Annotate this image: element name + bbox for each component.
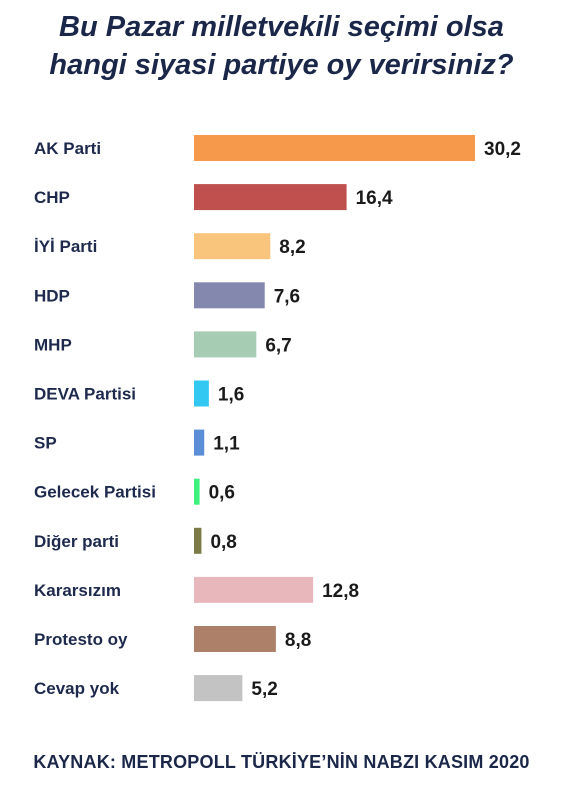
value-label: 0,6	[209, 483, 235, 504]
chart-title: Bu Pazar milletvekili seçimi olsa hangi …	[0, 8, 563, 84]
bar	[194, 527, 202, 554]
bar	[194, 331, 257, 358]
value-label: 30,2	[484, 139, 521, 160]
value-label: 16,4	[356, 188, 393, 209]
category-label: HDP	[34, 286, 70, 305]
bar	[194, 675, 243, 702]
value-label: 5,2	[251, 679, 277, 700]
category-label: Protesto oy	[34, 630, 128, 649]
title-line-2: hangi siyasi partiye oy verirsiniz?	[49, 49, 514, 81]
value-label: 0,8	[210, 532, 236, 553]
value-label: 1,6	[218, 385, 244, 406]
category-label: Diğer parti	[34, 532, 119, 551]
value-label: 8,2	[279, 237, 305, 258]
bar	[194, 233, 271, 260]
bar	[194, 380, 209, 407]
value-label: 6,7	[265, 335, 291, 356]
bar	[194, 478, 200, 505]
category-label: DEVA Partisi	[34, 385, 136, 404]
bar	[194, 576, 314, 603]
value-label: 8,8	[285, 630, 311, 651]
value-label: 12,8	[322, 581, 359, 602]
category-label: CHP	[34, 188, 70, 207]
category-label: Kararsızım	[34, 581, 121, 600]
bar	[194, 135, 475, 161]
category-label: Gelecek Partisi	[34, 483, 156, 502]
value-label: 1,1	[213, 434, 240, 455]
title-line-1: Bu Pazar milletvekili seçimi olsa	[59, 11, 504, 43]
category-label: İYİ Parti	[34, 237, 97, 256]
source-note: KAYNAK: METROPOLL TÜRKİYE’NİN NABZI KASI…	[33, 752, 530, 772]
bar	[194, 184, 347, 211]
category-label: MHP	[34, 335, 72, 354]
bar	[194, 282, 265, 309]
bar	[194, 429, 205, 456]
value-label: 7,6	[274, 286, 300, 307]
bar	[194, 626, 276, 652]
category-label: AK Parti	[34, 139, 101, 158]
category-label: SP	[34, 434, 57, 453]
category-label: Cevap yok	[34, 679, 120, 698]
